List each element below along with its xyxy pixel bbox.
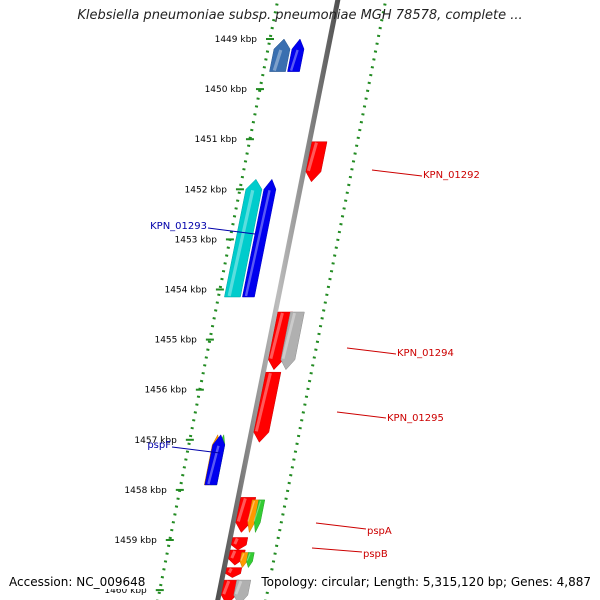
- gene-feature[interactable]: [204, 434, 226, 486]
- sequence-backbone: [215, 0, 341, 600]
- gene-labels[interactable]: KPN_01292 KPN_01293 KPN_01294 KPN_01295 pspF…: [147, 169, 480, 560]
- gene-feature[interactable]: [225, 567, 243, 578]
- gene-label[interactable]: pspB: [363, 549, 388, 560]
- axis-ticks: 1449 kbp 1450 kbp 1451 kbp 1452 kbp 1453 kbp…: [104, 35, 274, 596]
- gene-feature[interactable]: [287, 38, 305, 72]
- dotted-track-lines: [156, 0, 388, 600]
- gene-highlight: [234, 580, 243, 595]
- gene-label[interactable]: KPN_01295: [387, 413, 444, 424]
- gene-label[interactable]: KPN_01294: [397, 348, 454, 359]
- tick-label: 1451 kbp: [195, 135, 238, 145]
- gene-feature[interactable]: [224, 178, 263, 298]
- gene-highlight: [254, 372, 272, 432]
- gene-highlight: [227, 189, 255, 297]
- gene-highlight: [247, 500, 256, 522]
- gene-highlight: [222, 580, 231, 595]
- gene-feature[interactable]: [280, 311, 305, 371]
- gene-highlight: [246, 553, 251, 561]
- gene-feature[interactable]: [254, 499, 266, 534]
- gene-feature[interactable]: [231, 537, 249, 551]
- label-leader-line: [346, 347, 397, 355]
- label-leader-line: [207, 227, 256, 235]
- tick-label: 1454 kbp: [164, 286, 207, 296]
- gene-highlight: [307, 142, 318, 172]
- dotted-track-right: [264, 0, 388, 600]
- gene-label[interactable]: pspF: [147, 440, 171, 451]
- gene-feature[interactable]: [228, 549, 246, 566]
- tick-label: 1460 kbp: [104, 586, 147, 596]
- page-title: Klebsiella pneumoniae subsp. pneumoniae …: [77, 8, 523, 23]
- label-leader-line: [336, 411, 387, 419]
- tick-label: 1450 kbp: [205, 85, 248, 95]
- tick-label: 1452 kbp: [185, 185, 228, 195]
- gene-label[interactable]: KPN_01293: [150, 221, 207, 232]
- gene-feature[interactable]: [233, 579, 252, 600]
- gene-highlight: [289, 49, 299, 71]
- gene-highlight: [281, 312, 296, 360]
- gene-label[interactable]: pspA: [367, 526, 392, 537]
- gene-highlight: [240, 553, 245, 561]
- label-leader-line: [371, 169, 423, 177]
- gene-highlight: [233, 537, 239, 545]
- gene-highlight: [227, 567, 233, 574]
- label-leader-line: [171, 446, 221, 454]
- accession-text: Accession: NC_009648: [9, 575, 146, 589]
- gene-feature[interactable]: [242, 178, 277, 298]
- gene-highlight: [269, 312, 284, 360]
- gene-highlight: [230, 550, 237, 559]
- gene-feature[interactable]: [305, 141, 328, 183]
- gene-highlight: [244, 190, 271, 297]
- tick-label: 1449 kbp: [215, 35, 258, 45]
- gene-highlight: [253, 500, 262, 522]
- tick-label: 1456 kbp: [144, 386, 187, 396]
- tick-label: 1455 kbp: [154, 336, 197, 346]
- gene-feature[interactable]: [239, 552, 250, 569]
- label-leader-line: [315, 522, 367, 530]
- backbone-line: [215, 0, 341, 600]
- label-leader-line: [311, 547, 363, 553]
- topology-text: Topology: circular; Length: 5,315,120 bp…: [261, 575, 591, 589]
- tick-label: 1457 kbp: [134, 436, 177, 446]
- gene-feature[interactable]: [253, 371, 282, 443]
- gene-label[interactable]: KPN_01292: [423, 170, 480, 181]
- tick-label: 1459 kbp: [114, 536, 157, 546]
- gene-features[interactable]: [203, 38, 328, 600]
- tick-label: 1458 kbp: [124, 486, 167, 496]
- gene-highlight: [236, 497, 247, 522]
- gene-feature[interactable]: [269, 38, 291, 72]
- gene-highlight: [272, 49, 283, 72]
- tick-label: 1453 kbp: [175, 235, 218, 245]
- gene-feature[interactable]: [247, 499, 260, 534]
- gene-feature[interactable]: [246, 552, 255, 569]
